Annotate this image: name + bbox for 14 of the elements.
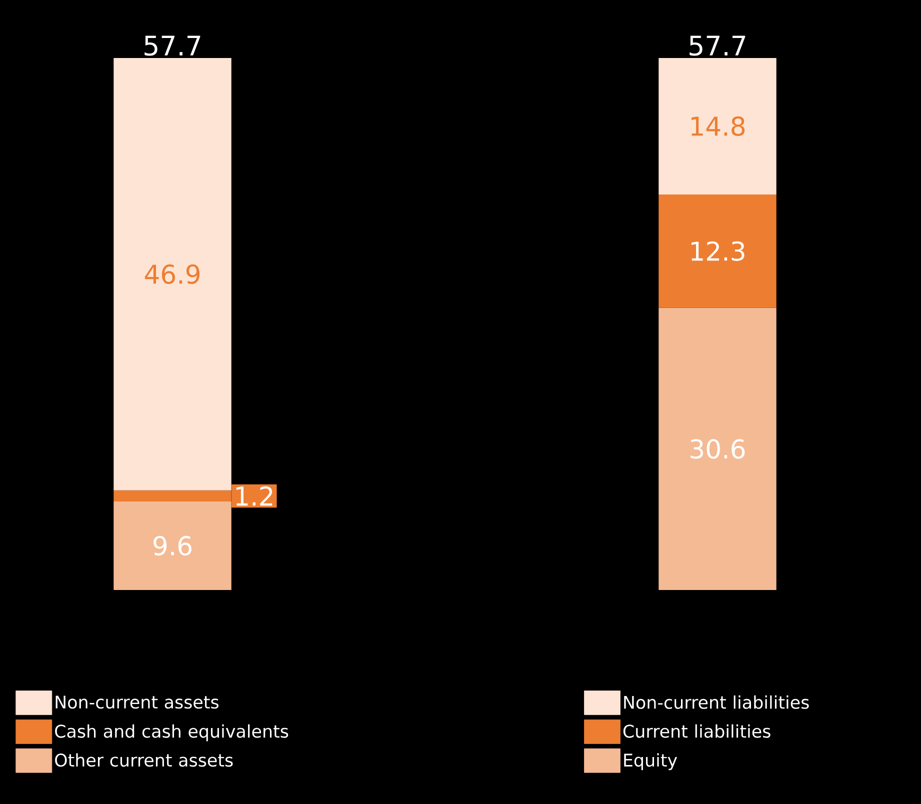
data-label: 30.6 <box>690 439 745 459</box>
data-label: 14.8 <box>692 116 745 136</box>
data-label: 9.6 <box>154 536 192 556</box>
legend-label: Current liabilities <box>623 724 770 738</box>
data-label: 1.2 <box>236 486 272 506</box>
legend-label: Equity <box>624 753 678 770</box>
total-label: 57.7 <box>144 36 200 56</box>
data-label: 46.9 <box>144 264 200 284</box>
legend-label: Non-current assets <box>56 696 218 709</box>
legend-label: Cash and cash equivalents <box>55 724 288 742</box>
data-label: 12.3 <box>692 241 744 261</box>
legend-label: Other current assets <box>55 753 233 767</box>
legend-label: Non-current liabilities <box>624 695 809 709</box>
total-label: 57.7 <box>690 36 746 56</box>
